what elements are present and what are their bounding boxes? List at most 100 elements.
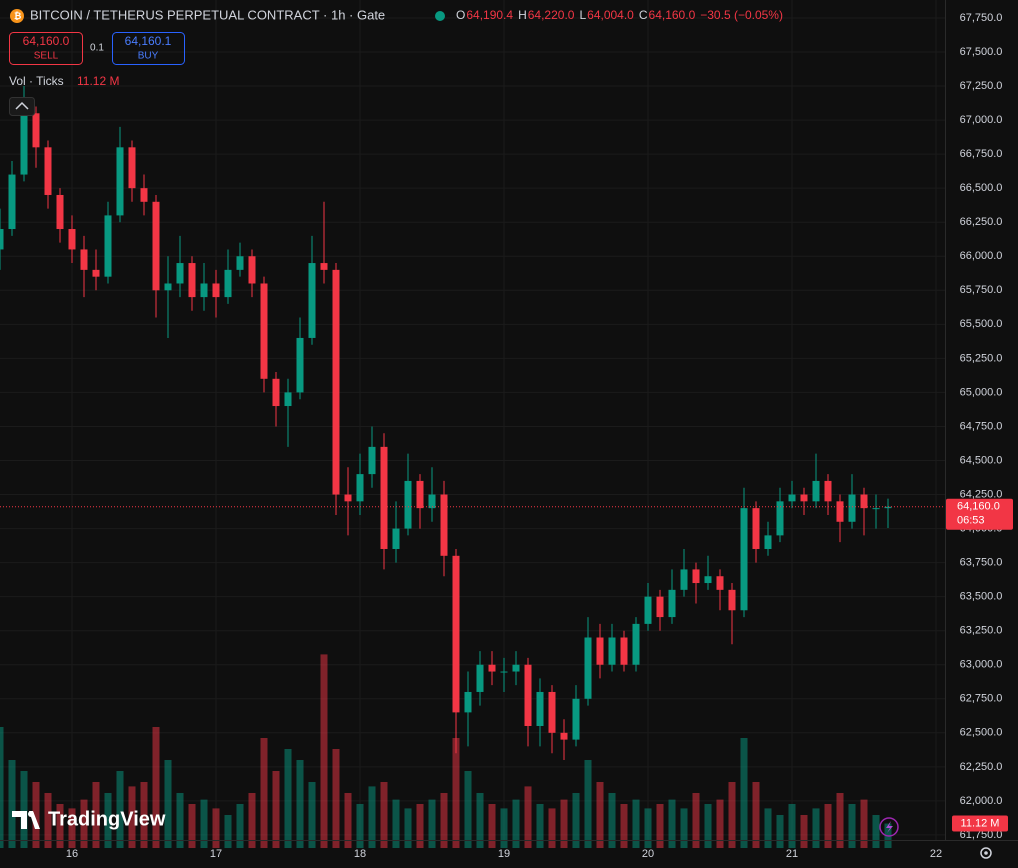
brand-name: TradingView [48, 808, 166, 830]
volume-bar [584, 760, 592, 848]
candle-body [656, 596, 664, 618]
candle-body [272, 378, 280, 407]
candle-body [476, 664, 484, 692]
volume-label: 11.12 M [961, 817, 1000, 829]
candle-body [812, 480, 820, 502]
x-tick-label: 22 [930, 848, 942, 860]
candle-body [668, 589, 676, 618]
coin-icon [10, 9, 24, 23]
candle-body [524, 664, 532, 727]
y-tick-label: 64,500.0 [960, 454, 1003, 466]
volume-bar [92, 782, 100, 848]
candle-body [404, 480, 412, 529]
volume-bar [368, 786, 376, 848]
candle-body [584, 637, 592, 699]
volume-bar [320, 654, 328, 848]
volume-bar [332, 749, 340, 848]
candle-body [704, 576, 712, 584]
volume-bar [572, 793, 580, 848]
candle-body [92, 269, 100, 277]
lightning-button[interactable] [879, 817, 899, 837]
settings-button[interactable] [980, 847, 992, 859]
candle-body [164, 283, 172, 291]
volume-bar [440, 793, 448, 848]
volume-bar [188, 804, 196, 848]
legend-value: 64,190.4 [466, 8, 513, 22]
candles [0, 86, 945, 761]
volume-bar [524, 786, 532, 848]
sell-button[interactable] [9, 32, 83, 65]
candle-body [104, 215, 112, 277]
candle-body [776, 501, 784, 536]
y-tick-label: 67,750.0 [960, 12, 1003, 24]
candle-body [212, 283, 220, 298]
volume-bar [68, 808, 76, 848]
collapse-icon [15, 101, 29, 110]
collapse-button[interactable] [9, 97, 35, 116]
candle-body [860, 494, 868, 509]
volume-bar [644, 808, 652, 848]
y-tick-label: 66,000.0 [960, 250, 1003, 262]
coin-icon-glyph: ₿ [14, 11, 21, 21]
volume-bar [224, 815, 232, 848]
volume-bar [284, 749, 292, 848]
y-tick-label: 64,250.0 [960, 488, 1003, 500]
candle-body [608, 637, 616, 665]
y-tick-label: 66,750.0 [960, 148, 1003, 160]
y-tick-label: 61,750.0 [960, 829, 1003, 841]
x-tick-label: 19 [498, 848, 510, 860]
volume-bar [392, 799, 400, 848]
candle-body [176, 263, 184, 284]
volume-bar [776, 815, 784, 848]
sell-price: 64,160.0 [23, 34, 70, 48]
candle-body [728, 589, 736, 611]
candle-body [848, 494, 856, 522]
legend-value: 64,220.0 [528, 8, 575, 22]
volume-bar [464, 771, 472, 848]
y-tick-label: 67,000.0 [960, 114, 1003, 126]
candle-body [284, 392, 292, 407]
volume-bar [848, 804, 856, 848]
candle-body [620, 637, 628, 665]
legend-value: 64,004.0 [587, 8, 634, 22]
volume-bar [680, 808, 688, 848]
volume-bar [32, 782, 40, 848]
x-tick-label: 16 [66, 848, 78, 860]
volume-pane [0, 654, 892, 848]
candle-body [596, 637, 604, 665]
candle-body [440, 494, 448, 556]
candle-body [224, 269, 232, 298]
buy-price: 64,160.1 [125, 34, 172, 48]
status-dot [435, 11, 445, 21]
candle-body [500, 671, 508, 673]
candle-body [416, 480, 424, 509]
candle-body [392, 528, 400, 549]
volume-bar [356, 804, 364, 848]
volume-bar [548, 808, 556, 848]
volume-bar [56, 804, 64, 848]
volume-bar [860, 799, 868, 848]
volume-bar [104, 793, 112, 848]
candle-body [128, 147, 136, 189]
buy-button[interactable] [112, 32, 185, 65]
volume-bar [608, 793, 616, 848]
volume-bar [296, 760, 304, 848]
volume-bar [668, 799, 676, 848]
volume-bar [248, 793, 256, 848]
volume-bar [260, 738, 268, 848]
candle-body [20, 113, 28, 175]
volume-bar [800, 815, 808, 848]
candle-body [116, 147, 124, 216]
y-tick-label: 65,500.0 [960, 318, 1003, 330]
candle-body [200, 283, 208, 298]
volume-bar [416, 804, 424, 848]
volume-bar [20, 771, 28, 848]
candle-body [248, 256, 256, 284]
x-tick-label: 18 [354, 848, 366, 860]
candle-body [140, 188, 148, 202]
y-tick-label: 65,000.0 [960, 386, 1003, 398]
volume-bar [704, 804, 712, 848]
volume-bar [728, 782, 736, 848]
